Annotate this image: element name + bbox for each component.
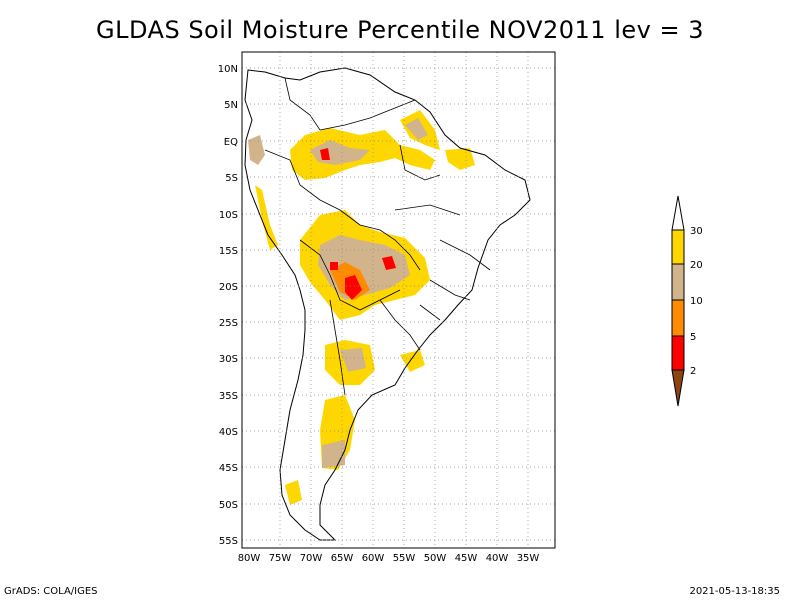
map-title: GLDAS Soil Moisture Percentile NOV2011 l… — [96, 16, 704, 44]
shading-guianas-tan — [405, 118, 428, 140]
lat-label-5s: 5S — [225, 173, 238, 184]
shading-red-spot-b — [330, 262, 338, 270]
lat-label-10n: 10N — [218, 64, 238, 75]
lat-tick-labels: 10N 5N EQ 5S 10S 15S 20S 25S 30S 35S 40S… — [218, 64, 238, 547]
lat-label-10s: 10S — [219, 210, 238, 221]
country-borders — [264, 77, 491, 396]
lon-label-80w: 80W — [238, 553, 261, 564]
legend-label-2: 2 — [690, 366, 696, 377]
footer-timestamp: 2021-05-13-18:35 — [689, 586, 780, 597]
lon-label-35w: 35W — [517, 553, 540, 564]
lon-label-40w: 40W — [486, 553, 509, 564]
south-america-outline — [244, 67, 531, 541]
legend-labels: 30 20 10 5 2 — [690, 226, 703, 377]
lon-label-50w: 50W — [424, 553, 447, 564]
lat-label-30s: 30S — [219, 354, 238, 365]
lat-label-5n: 5N — [224, 100, 238, 111]
legend-swatch-10-20 — [671, 263, 685, 301]
shading-red-spot-a — [382, 256, 396, 270]
color-legend — [671, 195, 685, 407]
lat-label-50s: 50S — [219, 500, 238, 511]
legend-swatch-below2 — [671, 369, 685, 407]
lon-label-70w: 70W — [300, 553, 323, 564]
lon-label-45w: 45W — [455, 553, 478, 564]
legend-swatch-5-10 — [671, 299, 685, 337]
legend-swatch-above30 — [671, 195, 685, 231]
lat-label-20s: 20S — [219, 282, 238, 293]
lon-label-60w: 60W — [362, 553, 385, 564]
legend-label-20: 20 — [690, 260, 703, 271]
legend-label-5: 5 — [690, 332, 696, 343]
lat-lon-grid — [242, 52, 555, 548]
shading-central-red — [345, 275, 362, 300]
legend-label-30: 30 — [690, 226, 703, 237]
lat-label-55s: 55S — [219, 536, 238, 547]
shading-chile-south — [285, 480, 302, 505]
footer-credit: GrADS: COLA/IGES — [4, 586, 98, 597]
lon-label-55w: 55W — [393, 553, 416, 564]
lat-label-eq: EQ — [224, 137, 238, 148]
map-panel — [241, 51, 556, 549]
legend-swatch-2-5 — [671, 335, 685, 371]
shading-red-spot-c — [320, 148, 330, 160]
lat-label-15s: 15S — [219, 246, 238, 257]
lat-label-25s: 25S — [219, 318, 238, 329]
lon-label-65w: 65W — [331, 553, 354, 564]
lat-label-40s: 40S — [219, 427, 238, 438]
lon-tick-labels: 80W 75W 70W 65W 60W 55W 50W 45W 40W 35W — [238, 553, 540, 564]
shading-amapa — [445, 148, 475, 170]
lat-label-35s: 35S — [219, 391, 238, 402]
legend-label-10: 10 — [690, 296, 703, 307]
lon-label-75w: 75W — [269, 553, 292, 564]
legend-swatch-20-30 — [671, 229, 685, 265]
map-frame — [241, 51, 556, 549]
shading-peru-coast — [255, 185, 278, 250]
soil-moisture-shading — [248, 110, 475, 505]
shading-uruguay — [400, 350, 425, 372]
lat-label-45s: 45S — [219, 463, 238, 474]
shading-argentina-mid-tan — [340, 348, 366, 372]
shading-ecuador — [248, 135, 265, 165]
